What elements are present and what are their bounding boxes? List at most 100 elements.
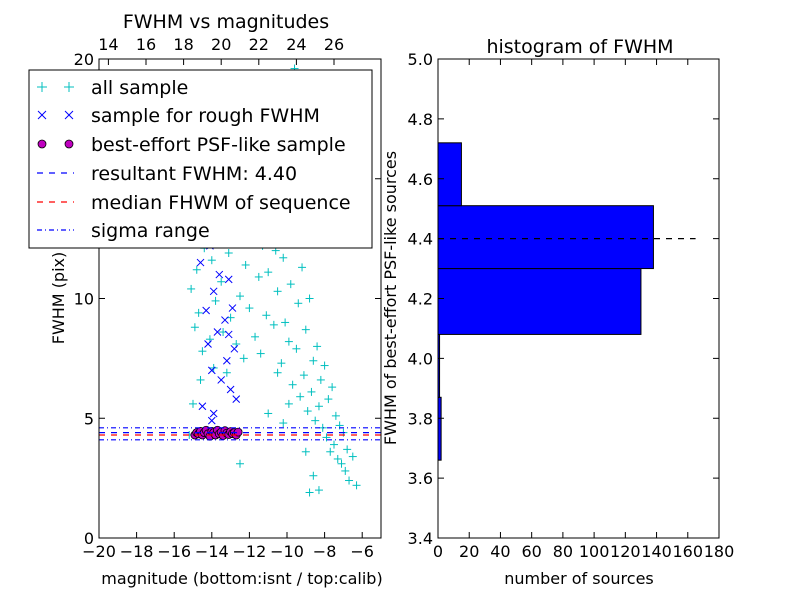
point-all-sample	[324, 395, 333, 404]
point-all-sample	[192, 265, 201, 274]
histogram-bar	[437, 205, 654, 270]
point-all-sample	[301, 447, 310, 456]
top-tick-label: 22	[249, 35, 269, 54]
legend-label-median-fwhm: median FHWM of sequence	[91, 192, 351, 214]
x-tick-label: −20	[82, 542, 116, 561]
point-all-sample	[239, 354, 248, 363]
hist-x-tick-label: 60	[521, 542, 541, 561]
scatter-x-label: magnitude (bottom:isnt / top:calib)	[101, 569, 382, 588]
histogram-ticks: 0 20 40 60 80 100 120 140 160 180 3.4 3.6 3.8 4.0 4.2 4…	[408, 50, 735, 561]
hist-y-tick-label: 3.4	[408, 529, 433, 548]
hist-x-tick-label: 80	[553, 542, 573, 561]
x-tick-label: −10	[270, 542, 304, 561]
point-all-sample	[309, 356, 318, 365]
top-tick-label: 14	[98, 35, 118, 54]
point-all-sample	[222, 368, 231, 377]
hist-y-tick-label: 4.8	[408, 110, 433, 129]
point-all-sample	[305, 294, 314, 303]
histogram-panel: histogram of FWHM 0 20 40 60 80 100 120 140 160 1…	[381, 36, 734, 588]
point-all-sample	[341, 466, 350, 475]
legend-entry-sigma-range: sigma range	[37, 220, 210, 242]
top-tick-label: 24	[286, 35, 306, 54]
point-all-sample	[333, 454, 342, 463]
point-all-sample	[345, 476, 354, 485]
scatter-y-label: FWHM (pix)	[49, 252, 68, 345]
point-all-sample	[254, 272, 263, 281]
point-all-sample	[264, 409, 273, 418]
point-all-sample	[194, 308, 203, 317]
legend-entry-rough-sample: sample for rough FWHM	[37, 105, 320, 127]
point-rough-sample	[213, 328, 222, 336]
point-all-sample	[343, 445, 352, 454]
point-all-sample	[316, 375, 325, 384]
point-rough-sample	[228, 304, 237, 312]
legend-entry-median-fwhm: median FHWM of sequence	[37, 192, 351, 214]
scatter-ticks: −20−18−16−14−12−10−8−6051015201416182022…	[74, 35, 381, 561]
point-all-sample	[352, 481, 361, 490]
hist-y-tick-label: 4.2	[408, 290, 433, 309]
point-all-sample	[296, 392, 305, 401]
point-all-sample	[337, 459, 346, 468]
point-all-sample	[236, 292, 244, 301]
point-all-sample	[328, 383, 337, 392]
point-all-sample	[322, 433, 331, 442]
point-all-sample	[279, 253, 288, 262]
legend: all sample sample for rough FWHM best-ef…	[28, 69, 373, 249]
point-all-sample	[294, 299, 303, 308]
point-all-sample	[313, 342, 322, 351]
point-all-sample	[348, 452, 357, 461]
point-all-sample	[273, 287, 282, 296]
point-all-sample	[236, 459, 244, 468]
series-best-effort-psf-like-sample	[190, 425, 243, 441]
hist-y-tick-label: 3.6	[408, 469, 433, 488]
legend-label-sigma-range: sigma range	[91, 220, 210, 242]
legend-entry-psf-sample: best-effort PSF-like sample	[37, 134, 346, 156]
x-tick-label: −14	[195, 542, 229, 561]
point-rough-sample	[232, 395, 241, 403]
point-all-sample	[190, 323, 199, 332]
legend-label-psf-sample: best-effort PSF-like sample	[91, 134, 346, 156]
point-all-sample	[269, 320, 278, 329]
point-all-sample	[198, 347, 207, 356]
hist-x-tick-label: 180	[704, 542, 735, 561]
point-all-sample	[277, 359, 286, 368]
top-tick-label: 16	[136, 35, 156, 54]
point-all-sample	[326, 447, 335, 456]
top-tick-label: 20	[211, 35, 231, 54]
point-rough-sample	[217, 376, 226, 384]
top-tick-label: 26	[324, 35, 344, 54]
point-all-sample	[251, 332, 260, 341]
point-all-sample	[311, 416, 320, 425]
point-all-sample	[305, 488, 314, 497]
point-all-sample	[307, 387, 316, 396]
hist-y-tick-label: 4.0	[408, 349, 433, 368]
point-all-sample	[314, 486, 323, 495]
point-all-sample	[211, 296, 220, 305]
point-rough-sample	[215, 270, 224, 279]
legend-frame	[28, 69, 373, 249]
point-all-sample	[207, 256, 216, 265]
point-all-sample	[284, 337, 293, 346]
hist-x-tick-label: 0	[433, 542, 443, 561]
legend-marker-rough-sample	[37, 110, 74, 120]
point-all-sample	[284, 399, 293, 408]
scatter-title: FWHM vs magnitudes	[123, 11, 329, 33]
point-all-sample	[196, 375, 205, 384]
point-all-sample	[189, 399, 197, 408]
point-all-sample	[309, 471, 318, 480]
y-tick-label: 10	[74, 290, 94, 309]
point-rough-sample	[207, 366, 216, 375]
hist-x-tick-label: 40	[490, 542, 510, 561]
hist-x-tick-label: 100	[579, 542, 610, 561]
y-tick-label: 20	[74, 50, 94, 69]
legend-marker-all-sample	[37, 82, 74, 92]
point-all-sample	[264, 268, 273, 277]
point-all-sample	[320, 361, 329, 370]
point-rough-sample	[209, 287, 218, 296]
legend-label-rough-sample: sample for rough FWHM	[91, 105, 320, 127]
point-all-sample	[256, 349, 265, 358]
point-all-sample	[224, 248, 233, 257]
point-rough-sample	[224, 330, 233, 339]
point-rough-sample	[224, 275, 233, 284]
